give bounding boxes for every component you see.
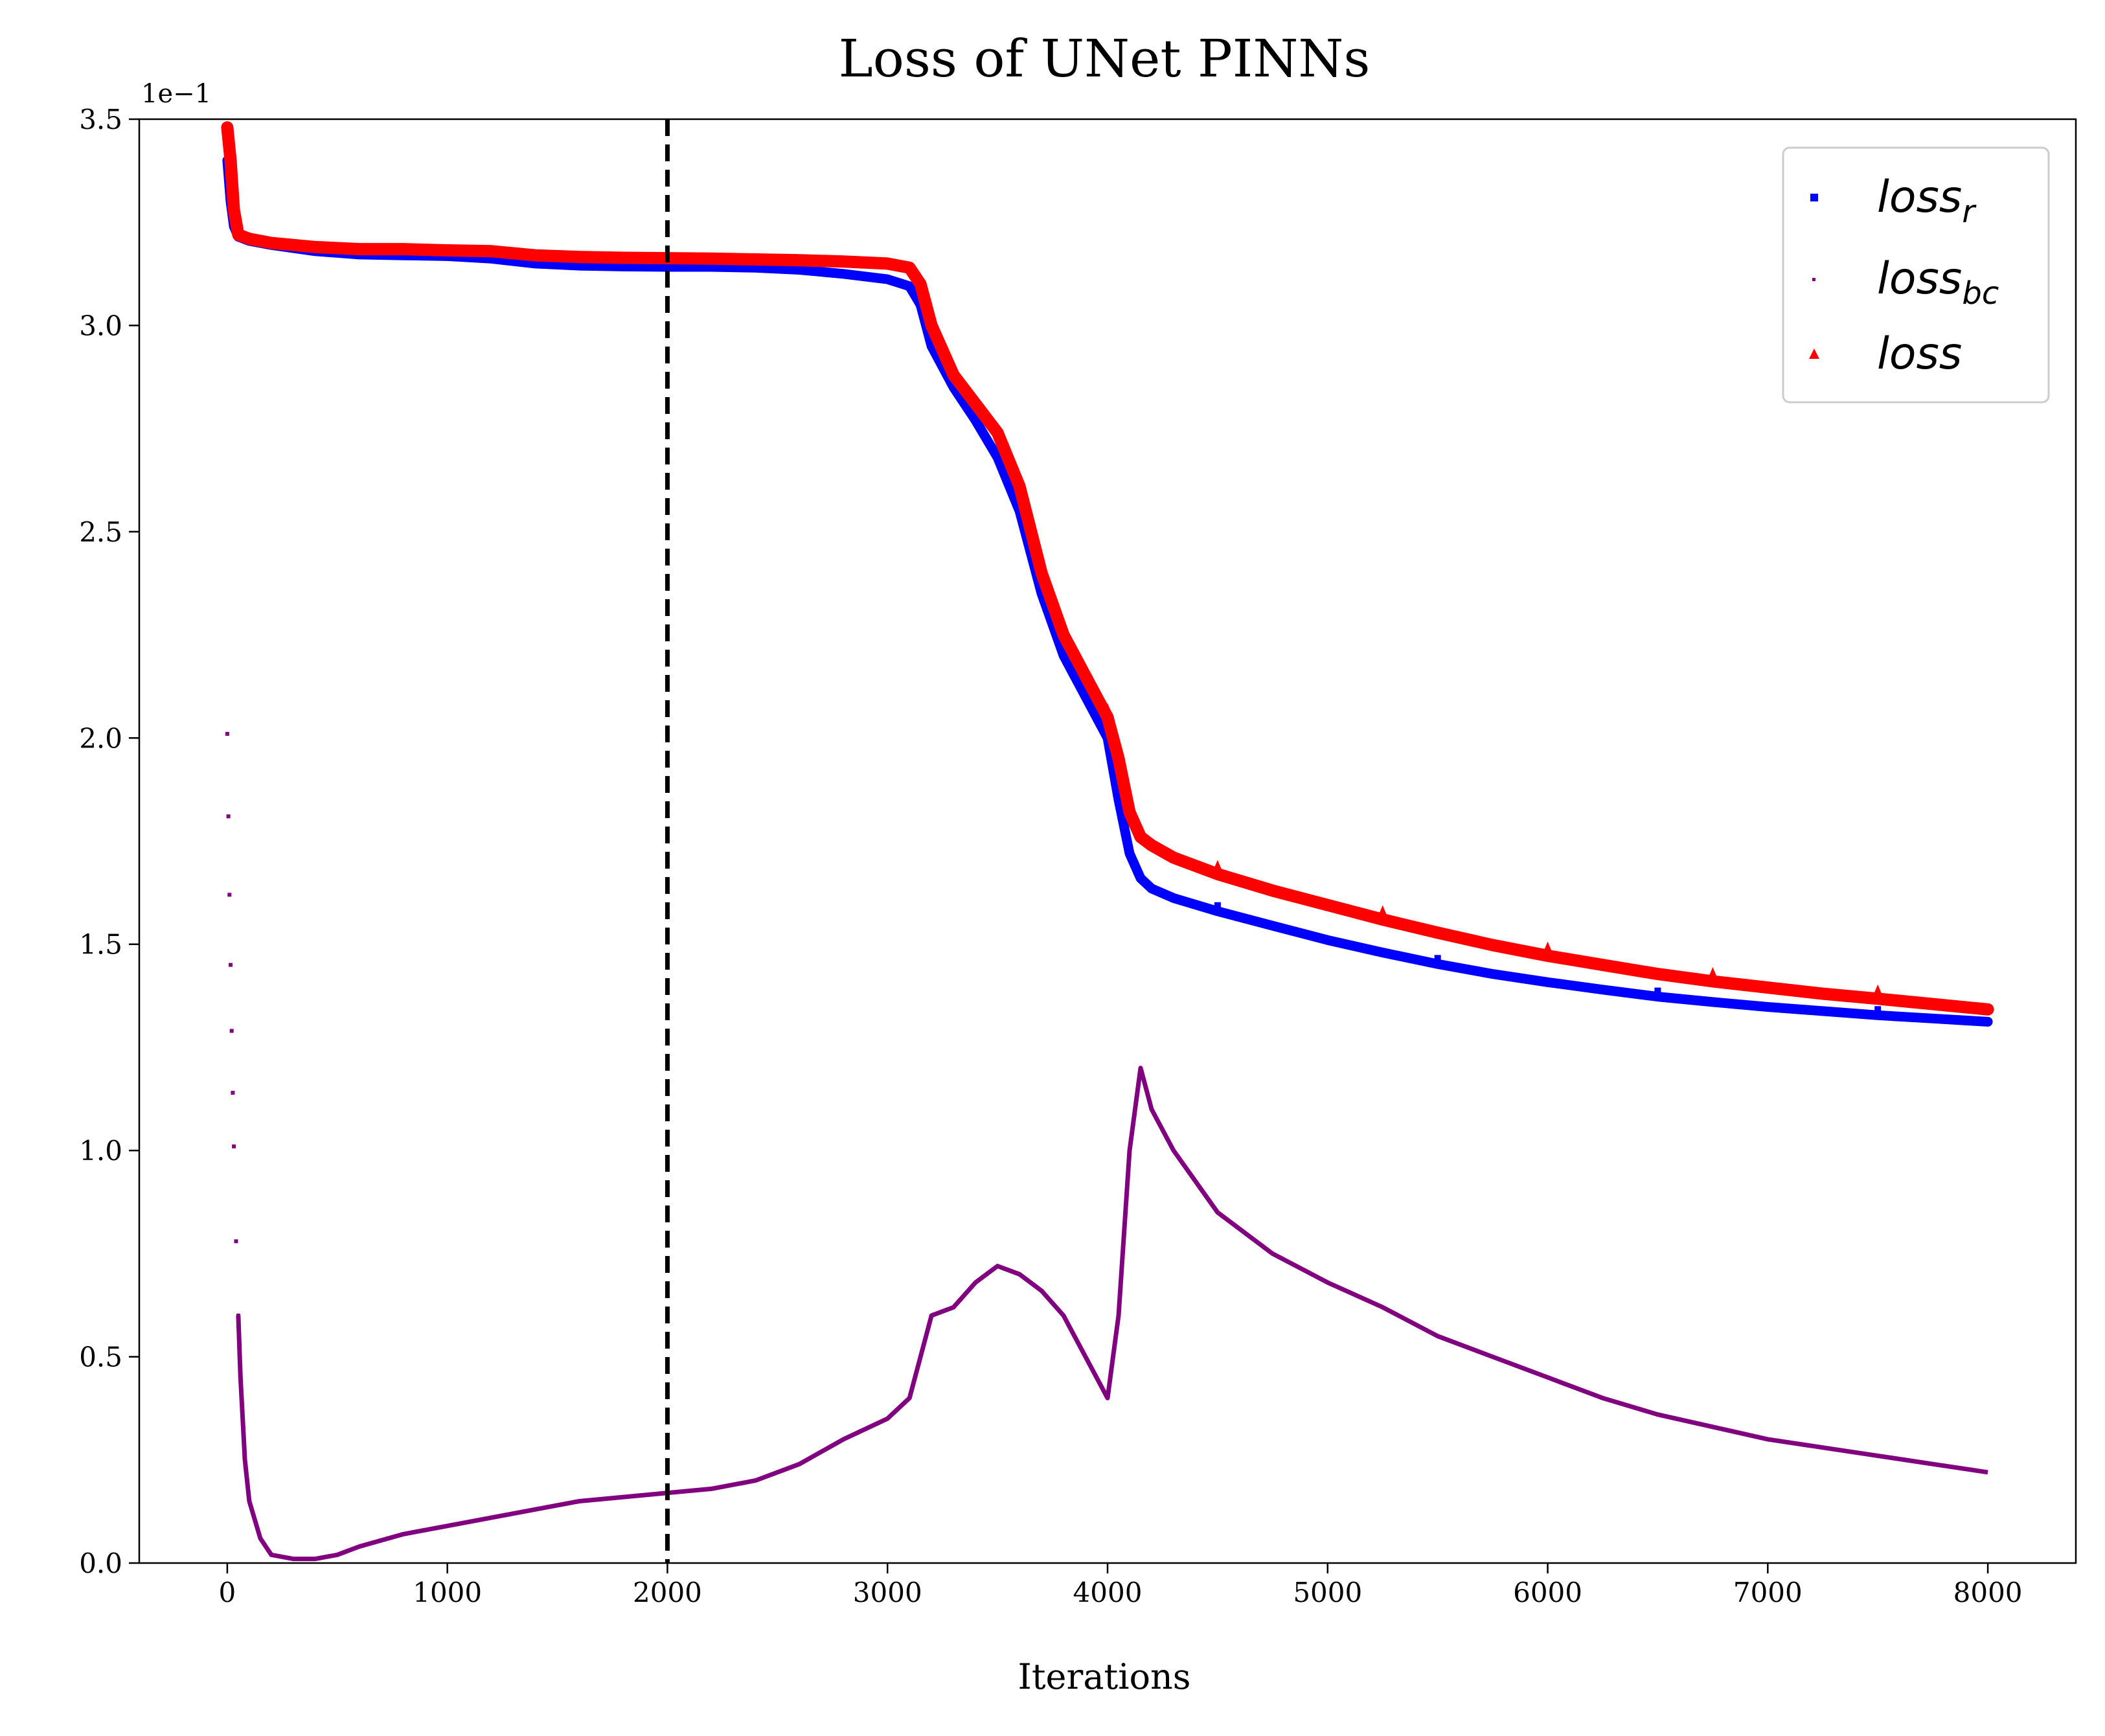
x-tick-label: 1000 bbox=[413, 1577, 482, 1608]
y-tick-label: 2.0 bbox=[79, 722, 122, 754]
data-point bbox=[236, 1313, 240, 1318]
data-point bbox=[229, 1029, 234, 1033]
y-tick-label: 1.0 bbox=[79, 1135, 122, 1167]
y-tick-label: 2.5 bbox=[79, 516, 122, 548]
legend-entry-name: loss bbox=[1877, 172, 1962, 223]
chart-title: Loss of UNet PINNs bbox=[839, 29, 1371, 89]
legend-marker-triangle bbox=[1809, 348, 1819, 359]
data-point bbox=[1376, 905, 1389, 921]
data-point bbox=[1871, 984, 1885, 1000]
series-line bbox=[236, 1066, 1988, 1562]
data-point bbox=[1874, 1006, 1882, 1016]
x-axis-label: Iterations bbox=[1018, 1656, 1191, 1697]
data-point bbox=[234, 1239, 238, 1244]
x-tick-label: 3000 bbox=[853, 1577, 922, 1608]
data-point bbox=[231, 1090, 235, 1095]
series-line bbox=[221, 121, 1994, 1016]
data-point bbox=[1101, 703, 1114, 719]
x-tick-label: 0 bbox=[219, 1577, 236, 1608]
x-tick-label: 7000 bbox=[1733, 1577, 1803, 1608]
legend-marker-square bbox=[1810, 194, 1818, 201]
y-axis-ticks: 0.0 0.5 1.0 1.5 2.0 2.5 3.0 3.5 bbox=[79, 104, 139, 1579]
legend-marker-point bbox=[1812, 278, 1815, 281]
data-point bbox=[1133, 823, 1147, 839]
data-point bbox=[227, 893, 232, 897]
legend-entry-subscript: bc bbox=[1962, 275, 1999, 312]
series-layer bbox=[221, 121, 1994, 1562]
y-tick-label: 0.0 bbox=[79, 1548, 122, 1579]
data-point bbox=[1211, 860, 1224, 876]
y-tick-label: 1.5 bbox=[79, 929, 122, 961]
legend-box bbox=[1782, 146, 2050, 404]
data-point bbox=[1214, 902, 1221, 911]
legend-entry-label: lossr bbox=[1877, 172, 1977, 230]
data-point bbox=[1434, 955, 1441, 965]
y-tick-label: 0.5 bbox=[79, 1342, 122, 1373]
x-tick-label: 4000 bbox=[1073, 1577, 1143, 1608]
x-tick-label: 5000 bbox=[1293, 1577, 1362, 1608]
series-loss bbox=[221, 121, 1994, 1016]
data-point bbox=[229, 963, 233, 967]
x-tick-label: 2000 bbox=[633, 1577, 702, 1608]
data-point bbox=[225, 731, 229, 736]
y-tick-label: 3.5 bbox=[79, 104, 122, 135]
legend-entry-label: lossbc bbox=[1877, 253, 1999, 312]
x-axis-ticks: 0 1000 2000 3000 4000 5000 6000 7000 8000 bbox=[219, 1563, 2023, 1608]
legend-entry-subscript: r bbox=[1962, 194, 1977, 230]
data-point bbox=[226, 814, 231, 819]
y-tick-label: 3.0 bbox=[79, 310, 122, 341]
data-point bbox=[1541, 941, 1554, 957]
series-loss-bc bbox=[225, 731, 1988, 1562]
x-tick-label: 8000 bbox=[1953, 1577, 2023, 1608]
data-point bbox=[1654, 987, 1661, 997]
legend-entry-name: loss bbox=[1877, 328, 1962, 380]
data-point bbox=[232, 1144, 236, 1148]
y-axis-offset-label: 1e−1 bbox=[141, 79, 211, 109]
legend-entry-label: loss bbox=[1877, 328, 1962, 380]
x-tick-label: 6000 bbox=[1513, 1577, 1582, 1608]
data-point bbox=[1706, 967, 1720, 983]
legend-entry-name: loss bbox=[1877, 253, 1962, 304]
